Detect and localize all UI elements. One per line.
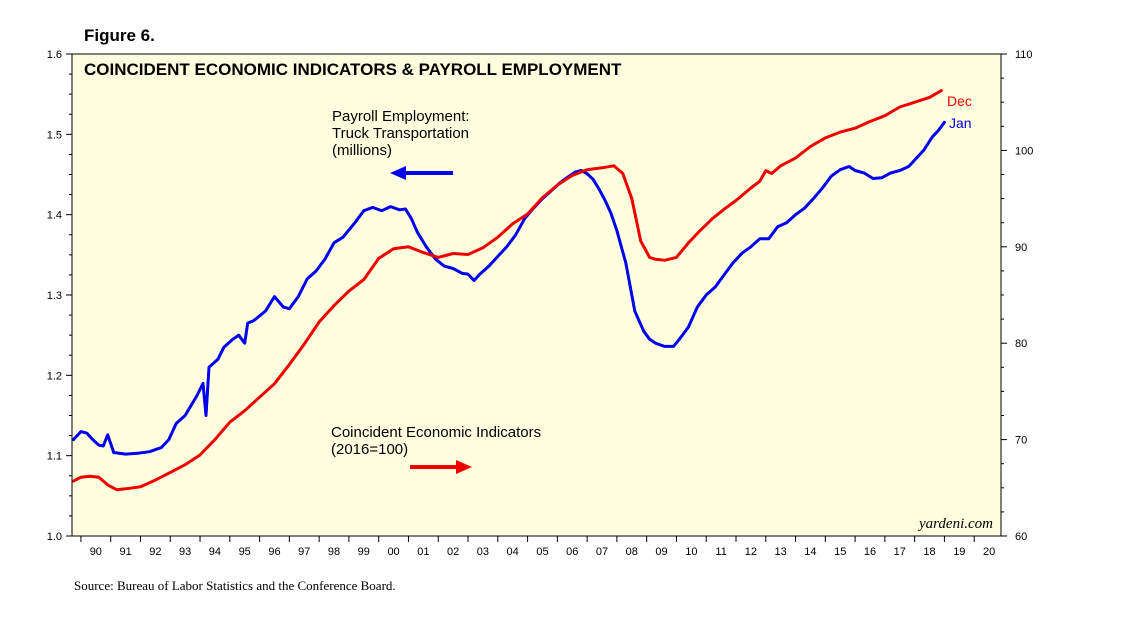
x-tick-label: 18 (923, 546, 935, 558)
x-tick-label: 90 (90, 546, 102, 558)
x-tick-label: 02 (447, 546, 459, 558)
axis-ticks: 1.0 1.1 1.2 1.3 1.4 1.5 1.6 60 70 80 90 100 110 90 91 9… (47, 49, 1034, 558)
x-tick-label: 93 (179, 546, 191, 558)
x-tick-label: 92 (149, 546, 161, 558)
payroll-annotation-line-3: (millions) (332, 142, 392, 159)
x-tick-label: 97 (298, 546, 310, 558)
x-tick-label: 14 (804, 546, 816, 558)
x-tick-label: 04 (507, 546, 519, 558)
chart-title: COINCIDENT ECONOMIC INDICATORS & PAYROLL… (84, 60, 622, 79)
x-tick-label: 19 (953, 546, 965, 558)
watermark: yardeni.com (917, 516, 993, 532)
x-tick-label: 91 (119, 546, 131, 558)
x-tick-label: 11 (715, 546, 726, 558)
right-tick-label: 70 (1015, 435, 1027, 447)
coincident-indicators-line (72, 89, 943, 492)
figure-label: Figure 6. (84, 26, 155, 45)
x-tick-label: 06 (566, 546, 578, 558)
x-tick-label: 01 (417, 546, 429, 558)
x-tick-label: 12 (745, 546, 757, 558)
x-tick-label: 95 (239, 546, 251, 558)
x-tick-label: 10 (685, 546, 697, 558)
cei-annotation-line-2: (2016=100) (331, 441, 408, 458)
left-tick-label: 1.5 (47, 129, 62, 141)
left-tick-label: 1.6 (47, 49, 62, 61)
series-lines (72, 89, 946, 492)
left-tick-label: 1.1 (47, 451, 62, 463)
x-tick-label: 08 (626, 546, 638, 558)
x-tick-label: 05 (536, 546, 548, 558)
payroll-end-label: Jan (949, 115, 972, 131)
x-tick-label: 00 (387, 546, 399, 558)
x-tick-label: 03 (477, 546, 489, 558)
x-tick-label: 96 (268, 546, 280, 558)
x-tick-label: 09 (655, 546, 667, 558)
x-tick-label: 98 (328, 546, 340, 558)
x-tick-label: 99 (358, 546, 370, 558)
cei-annotation-line-1: Coincident Economic Indicators (331, 424, 541, 441)
x-tick-label: 13 (775, 546, 787, 558)
right-tick-label: 90 (1015, 242, 1027, 254)
left-arrow-icon (390, 166, 453, 180)
x-tick-label: 07 (596, 546, 608, 558)
right-tick-label: 110 (1015, 49, 1033, 61)
plot-frame (71, 53, 1002, 537)
x-tick-label: 16 (864, 546, 876, 558)
right-tick-label: 60 (1015, 531, 1027, 543)
right-arrow-icon (410, 460, 472, 474)
x-tick-label: 17 (894, 546, 906, 558)
x-tick-label: 20 (983, 546, 995, 558)
left-tick-label: 1.4 (47, 210, 62, 222)
x-tick-label: 94 (209, 546, 221, 558)
right-tick-label: 80 (1015, 338, 1027, 350)
left-tick-label: 1.0 (47, 531, 62, 543)
source-note: Source: Bureau of Labor Statistics and t… (74, 578, 396, 593)
cei-end-label: Dec (947, 93, 972, 109)
right-tick-label: 100 (1015, 145, 1033, 157)
x-tick-label: 15 (834, 546, 846, 558)
plot-area (72, 54, 1001, 536)
payroll-annotation-line-2: Truck Transportation (332, 125, 469, 142)
payroll-employment-line (72, 120, 946, 456)
payroll-annotation-line-1: Payroll Employment: (332, 108, 470, 125)
left-tick-label: 1.3 (47, 290, 62, 302)
left-tick-label: 1.2 (47, 370, 62, 382)
